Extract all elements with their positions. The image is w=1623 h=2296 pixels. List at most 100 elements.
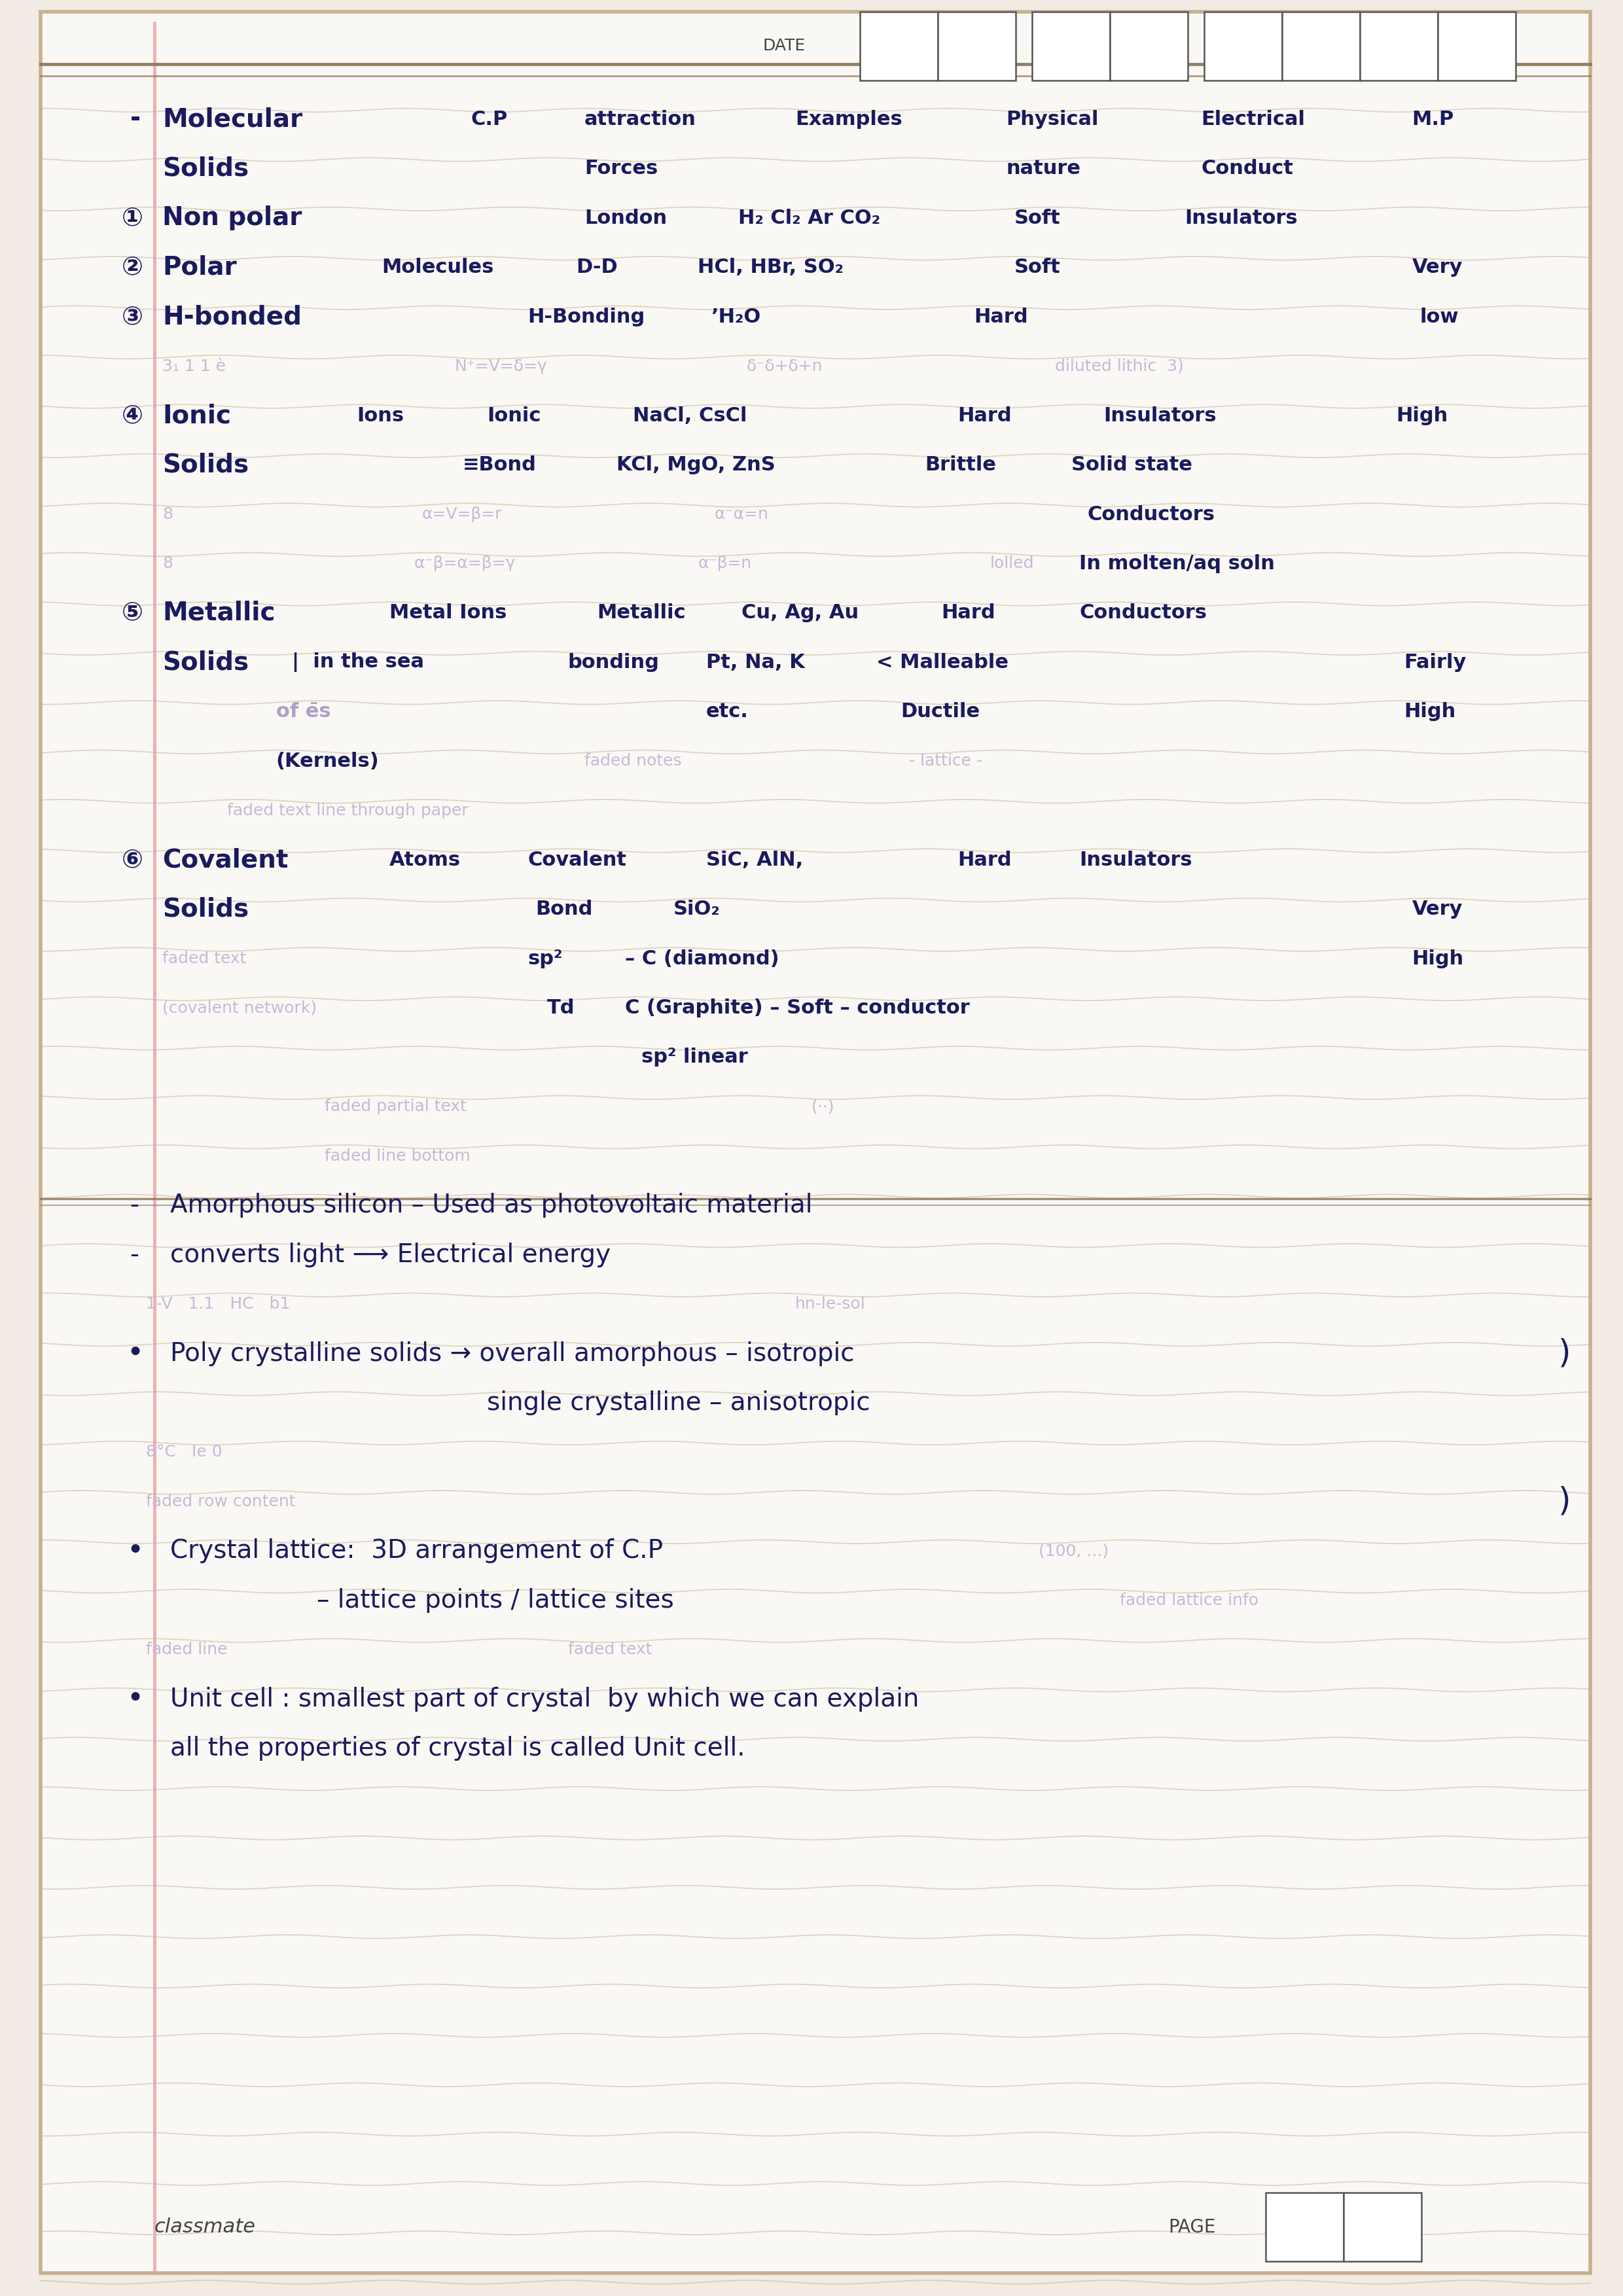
- Text: Hard: Hard: [958, 850, 1011, 870]
- Text: 3₁ 1 1 è: 3₁ 1 1 è: [162, 358, 226, 374]
- Text: Conductors: Conductors: [1087, 505, 1216, 523]
- Text: Very: Very: [1412, 257, 1462, 278]
- Bar: [1438, 11, 1516, 80]
- Text: Solids: Solids: [162, 898, 248, 921]
- Text: C.P: C.P: [471, 110, 508, 129]
- Text: bonding: bonding: [568, 652, 659, 673]
- Text: Td: Td: [547, 999, 575, 1017]
- Text: faded row content: faded row content: [146, 1495, 295, 1508]
- Text: Metallic: Metallic: [597, 604, 687, 622]
- Text: – lattice points / lattice sites: – lattice points / lattice sites: [316, 1589, 674, 1612]
- Text: H-bonded: H-bonded: [162, 305, 302, 328]
- Text: Solids: Solids: [162, 650, 248, 675]
- Text: (covalent network): (covalent network): [162, 1001, 316, 1015]
- Text: Pt, Na, K: Pt, Na, K: [706, 652, 805, 673]
- Text: α⁻α=n: α⁻α=n: [714, 507, 768, 521]
- Text: nature: nature: [1006, 158, 1081, 179]
- Text: ): ): [1558, 1339, 1571, 1368]
- Text: Metal Ions: Metal Ions: [390, 604, 506, 622]
- Text: High: High: [1412, 948, 1464, 969]
- Text: all the properties of crystal is called Unit cell.: all the properties of crystal is called …: [170, 1736, 745, 1761]
- Text: Conductors: Conductors: [1079, 604, 1208, 622]
- Text: SiC, AlN,: SiC, AlN,: [706, 850, 803, 870]
- Text: Physical: Physical: [1006, 110, 1099, 129]
- Text: •: •: [127, 1536, 144, 1566]
- Text: Cu, Ag, Au: Cu, Ag, Au: [742, 604, 859, 622]
- Text: |  in the sea: | in the sea: [292, 652, 424, 673]
- Text: Soft: Soft: [1014, 257, 1061, 278]
- Text: Solid state: Solid state: [1071, 455, 1193, 475]
- Text: – C (diamond): – C (diamond): [625, 948, 779, 969]
- Text: sp²: sp²: [527, 948, 563, 969]
- Text: sp² linear: sp² linear: [641, 1047, 748, 1068]
- Text: High: High: [1396, 406, 1448, 425]
- Text: DATE: DATE: [763, 39, 805, 53]
- Text: Electrical: Electrical: [1201, 110, 1305, 129]
- Text: Insulators: Insulators: [1079, 850, 1193, 870]
- Text: Solids: Solids: [162, 156, 248, 181]
- Text: Hard: Hard: [958, 406, 1011, 425]
- Text: ②: ②: [122, 255, 143, 280]
- Text: Molecular: Molecular: [162, 108, 302, 131]
- Text: Crystal lattice:  3D arrangement of C.P: Crystal lattice: 3D arrangement of C.P: [170, 1538, 664, 1564]
- Text: Soft: Soft: [1014, 209, 1061, 227]
- Text: Forces: Forces: [584, 158, 657, 179]
- Text: M.P: M.P: [1412, 110, 1454, 129]
- Text: Non polar: Non polar: [162, 207, 302, 230]
- Text: 8: 8: [162, 507, 172, 521]
- Text: Ionic: Ionic: [487, 406, 540, 425]
- Bar: [1266, 2193, 1344, 2262]
- Text: -: -: [130, 1194, 140, 1217]
- Text: lolled: lolled: [990, 556, 1034, 572]
- Bar: [1032, 11, 1110, 80]
- Text: D-D: D-D: [576, 257, 618, 278]
- Text: ①: ①: [122, 207, 143, 230]
- Text: faded line bottom: faded line bottom: [325, 1148, 471, 1164]
- Text: faded line: faded line: [146, 1642, 227, 1658]
- Text: Hard: Hard: [941, 604, 995, 622]
- Text: -: -: [130, 1242, 140, 1267]
- Text: H-Bonding: H-Bonding: [527, 308, 644, 326]
- Text: ⑤: ⑤: [122, 602, 143, 625]
- Text: SiO₂: SiO₂: [674, 900, 721, 918]
- Text: ⑥: ⑥: [122, 847, 143, 872]
- Text: Bond: Bond: [536, 900, 592, 918]
- Bar: [1344, 2193, 1422, 2262]
- Text: -: -: [130, 108, 141, 131]
- Text: Hard: Hard: [974, 308, 1027, 326]
- Text: Metallic: Metallic: [162, 602, 276, 625]
- Text: δ⁻δ+δ+n: δ⁻δ+δ+n: [747, 358, 823, 374]
- Text: •: •: [127, 1339, 144, 1368]
- Text: •: •: [127, 1685, 144, 1713]
- Text: converts light ⟶ Electrical energy: converts light ⟶ Electrical energy: [170, 1242, 610, 1267]
- Text: Ductile: Ductile: [901, 703, 980, 721]
- Bar: [860, 11, 938, 80]
- Text: Examples: Examples: [795, 110, 902, 129]
- Text: etc.: etc.: [706, 703, 748, 721]
- Text: 8°C   Ie 0: 8°C Ie 0: [146, 1444, 222, 1460]
- Text: HCl, HBr, SO₂: HCl, HBr, SO₂: [698, 257, 844, 278]
- Text: ≡Bond: ≡Bond: [463, 455, 537, 475]
- Text: ʼH₂O: ʼH₂O: [711, 308, 761, 326]
- Text: Polar: Polar: [162, 255, 237, 280]
- Text: Solids: Solids: [162, 452, 248, 478]
- Text: faded lattice info: faded lattice info: [1120, 1593, 1259, 1607]
- Text: Ions: Ions: [357, 406, 404, 425]
- Text: faded text: faded text: [162, 951, 247, 967]
- Text: faded partial text: faded partial text: [325, 1100, 466, 1114]
- Text: α⁻β=n: α⁻β=n: [698, 556, 751, 572]
- Bar: [938, 11, 1016, 80]
- Text: < Malleable: < Malleable: [876, 652, 1008, 673]
- Text: 8: 8: [162, 556, 172, 572]
- Text: - lattice -: - lattice -: [909, 753, 982, 769]
- Text: Covalent: Covalent: [162, 847, 289, 872]
- Text: classmate: classmate: [154, 2218, 256, 2236]
- Text: (100, ...): (100, ...): [1039, 1543, 1109, 1559]
- Text: ): ): [1558, 1486, 1571, 1518]
- Text: Brittle: Brittle: [925, 455, 997, 475]
- Text: Conduct: Conduct: [1201, 158, 1294, 179]
- Text: NaCl, CsCl: NaCl, CsCl: [633, 406, 747, 425]
- Text: single crystalline – anisotropic: single crystalline – anisotropic: [487, 1391, 870, 1414]
- Bar: [1110, 11, 1188, 80]
- Text: In molten/aq soln: In molten/aq soln: [1079, 553, 1276, 574]
